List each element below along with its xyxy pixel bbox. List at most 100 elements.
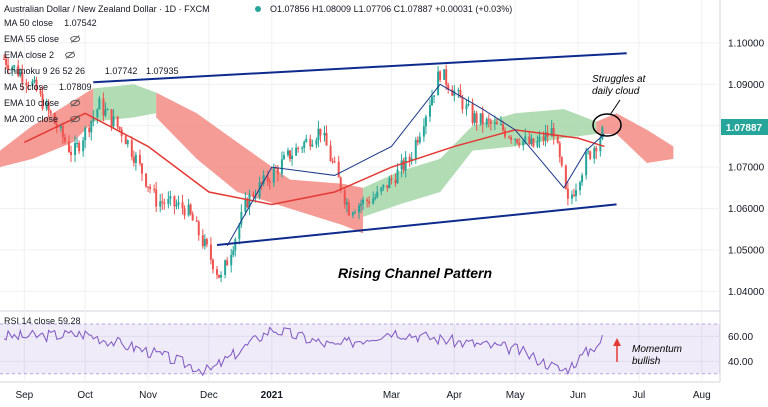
candle-body xyxy=(266,175,269,182)
time-tick-label: Mar xyxy=(383,390,401,401)
cloud-segment-bearish xyxy=(596,113,674,163)
candle-body xyxy=(106,109,109,111)
candle-body xyxy=(59,126,62,128)
candle-body xyxy=(163,202,166,204)
candle-body xyxy=(175,204,178,207)
candle-body xyxy=(98,98,101,110)
eye-hidden-icon xyxy=(65,51,75,59)
rsi-tick-label: 40.00 xyxy=(728,357,753,368)
indicator-label[interactable]: Ichimoku 9 26 52 26 xyxy=(4,66,85,76)
candle-body xyxy=(493,122,496,124)
candle-body xyxy=(345,202,348,205)
candle-body xyxy=(376,191,379,198)
candle-body xyxy=(96,109,99,118)
candle-body xyxy=(289,150,292,159)
candle-body xyxy=(572,194,575,196)
candle-body xyxy=(124,136,127,145)
candle-body xyxy=(153,188,156,190)
momentum-arrow-head xyxy=(613,338,621,346)
candle-body xyxy=(132,157,135,163)
candle-body xyxy=(558,143,561,158)
price-tick-label: 1.05000 xyxy=(728,246,765,257)
symbol-title[interactable]: Australian Dollar / New Zealand Dollar ·… xyxy=(4,4,210,14)
candle-body xyxy=(353,212,356,214)
indicator-label[interactable]: EMA 10 close xyxy=(4,98,59,108)
candle-body xyxy=(501,124,504,131)
candle-body xyxy=(67,141,70,153)
candle-body xyxy=(13,65,16,68)
candle-body xyxy=(396,169,399,184)
candle-body xyxy=(189,204,192,214)
indicator-lines xyxy=(24,83,605,247)
price-tick-label: 1.10000 xyxy=(728,38,765,49)
indicator-label[interactable]: MA 200 close xyxy=(4,114,58,124)
candle-body xyxy=(351,212,354,216)
channel-line-lower xyxy=(216,203,617,247)
indicator-label[interactable]: EMA close 2 xyxy=(4,50,54,60)
candle-body xyxy=(372,198,375,204)
candle-body xyxy=(532,138,535,147)
candle-body xyxy=(329,145,332,162)
candle-body xyxy=(161,201,164,203)
candle-body xyxy=(155,189,158,207)
candle-body xyxy=(424,116,427,127)
candle-body xyxy=(90,121,93,133)
candle-body xyxy=(55,123,58,128)
candle-body xyxy=(197,221,200,236)
indicator-label[interactable]: EMA 55 close xyxy=(4,34,59,44)
candle-body xyxy=(587,151,590,153)
candle-body xyxy=(538,136,541,141)
time-tick-label: Dec xyxy=(200,390,218,401)
indicator-label[interactable]: MA 50 close xyxy=(4,18,53,28)
time-tick-label: Oct xyxy=(77,390,93,401)
time-tick-label: Apr xyxy=(447,390,463,401)
candle-body xyxy=(181,202,184,209)
channel-annotation: Rising Channel Pattern xyxy=(338,265,492,281)
candle-body xyxy=(232,250,235,255)
candle-body xyxy=(5,59,8,65)
candle-body xyxy=(173,196,176,207)
candle-body xyxy=(252,194,255,198)
candle-body xyxy=(218,274,221,278)
candle-body xyxy=(408,156,411,161)
candle-body xyxy=(234,239,237,251)
candle-body xyxy=(473,113,476,123)
candle-body xyxy=(542,136,545,141)
eye-hidden-icon xyxy=(70,99,81,107)
candle-body xyxy=(347,202,350,216)
candle-body xyxy=(104,109,107,116)
candle-body xyxy=(431,96,433,106)
candle-body xyxy=(414,139,417,159)
candle-body xyxy=(309,138,312,147)
candle-body xyxy=(149,186,152,189)
candle-body xyxy=(459,90,462,98)
candle-body xyxy=(467,103,470,105)
eye-hidden-icon xyxy=(70,115,81,123)
candle-body xyxy=(439,71,442,80)
candle-body xyxy=(63,137,66,142)
time-tick-label: Nov xyxy=(139,390,157,401)
eye-hidden-icon xyxy=(70,115,80,123)
indicator-value: 1.07742 xyxy=(105,66,138,76)
candle-body xyxy=(84,127,87,141)
candle-body xyxy=(244,198,247,213)
candle-body xyxy=(240,212,243,225)
candle-body xyxy=(601,127,604,140)
candle-body xyxy=(581,175,584,183)
candle-body xyxy=(479,113,482,124)
candle-body xyxy=(126,140,129,145)
candle-body xyxy=(230,254,233,266)
cloud-annotation-line2: daily cloud xyxy=(592,86,640,97)
candle-body xyxy=(74,143,77,155)
candle-body xyxy=(258,182,261,198)
indicator-label[interactable]: MA 5 close xyxy=(4,82,48,92)
candle-body xyxy=(3,58,6,60)
candle-body xyxy=(205,239,208,245)
time-tick-label: May xyxy=(506,390,525,401)
candle-body xyxy=(282,155,285,160)
rsi-legend: RSI 14 close 59.28 xyxy=(4,316,81,326)
rsi-label[interactable]: RSI 14 close xyxy=(4,316,55,326)
candle-body xyxy=(560,157,563,166)
candle-body xyxy=(451,89,454,96)
